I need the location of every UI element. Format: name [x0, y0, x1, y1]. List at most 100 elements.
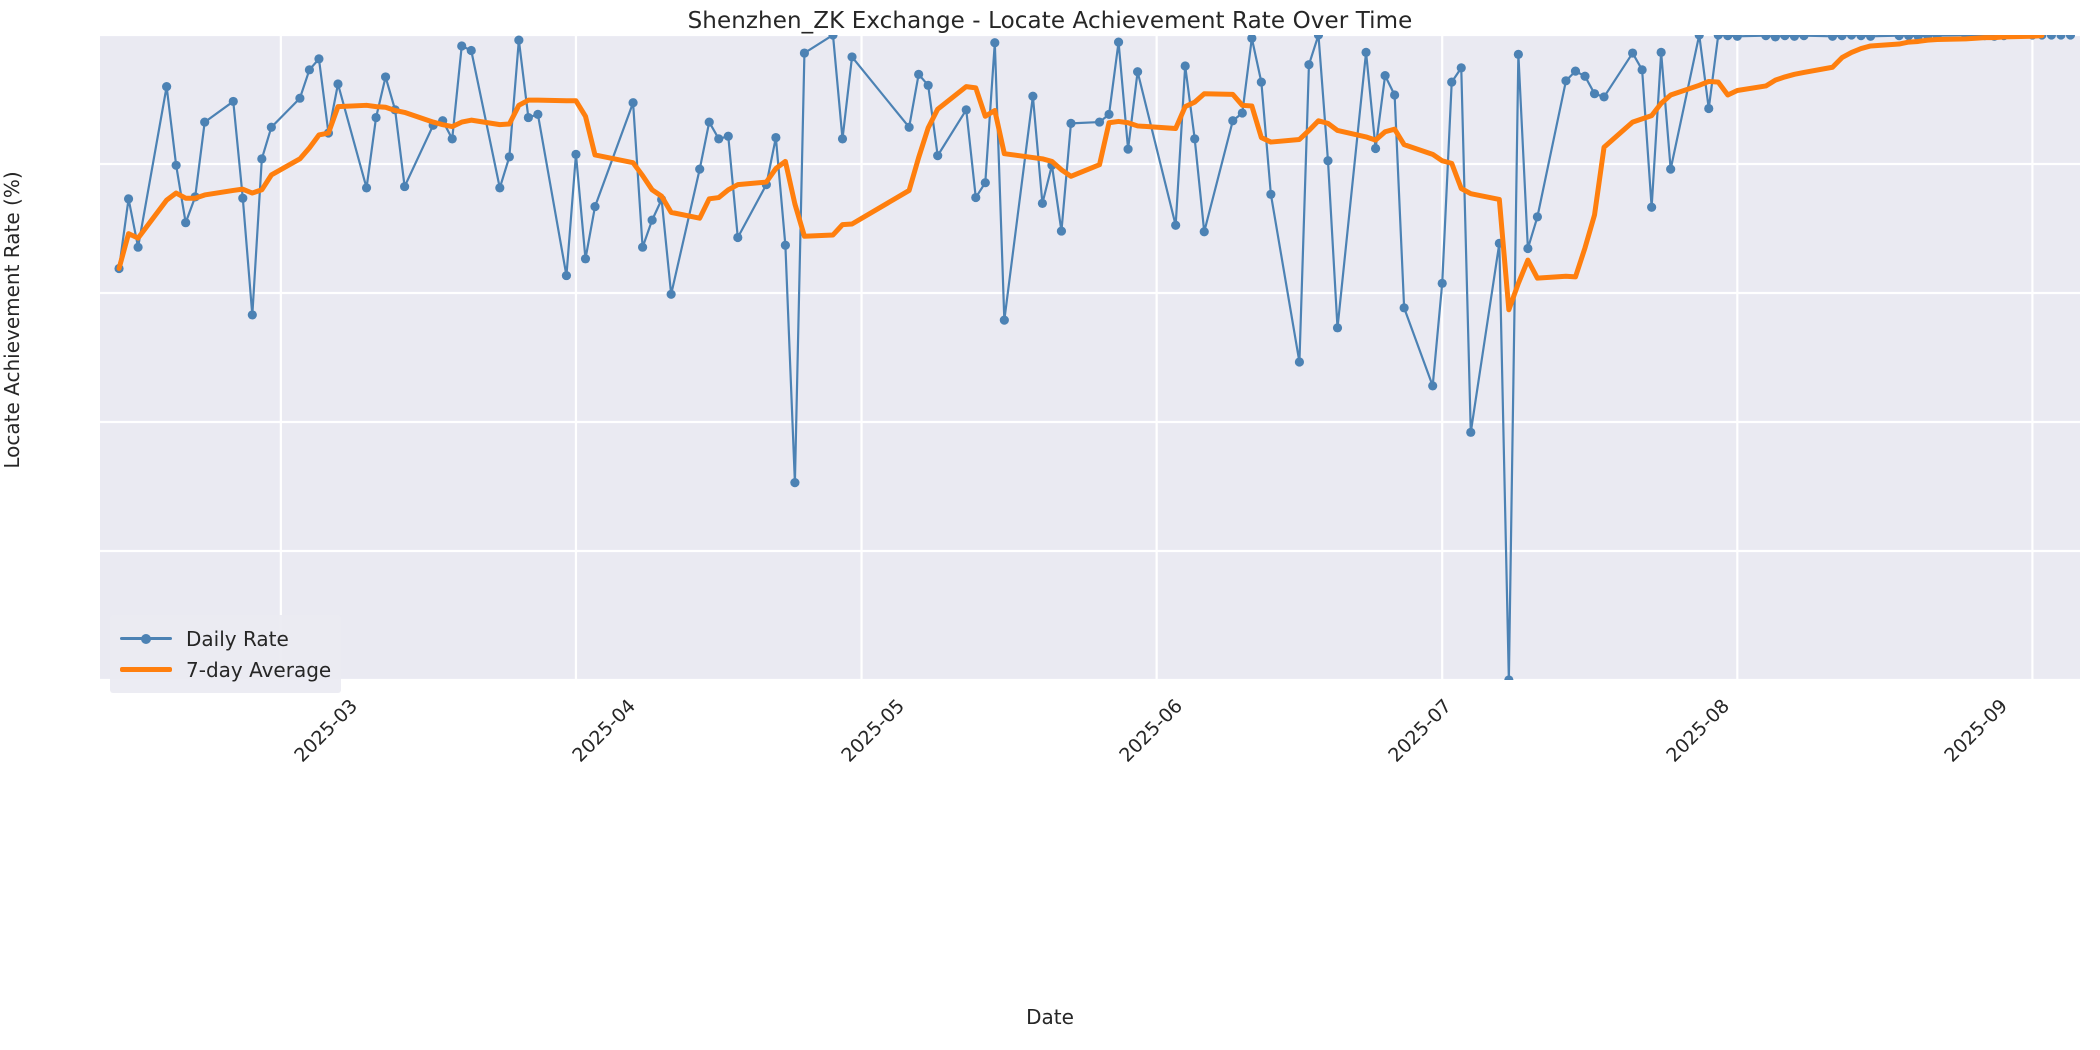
data-point-marker [495, 183, 505, 193]
data-point-marker [1104, 109, 1114, 119]
data-point-marker [1732, 35, 1742, 41]
data-point-marker [904, 122, 914, 132]
data-point-marker [1190, 134, 1200, 144]
data-point-marker [514, 35, 524, 45]
data-point-marker [561, 270, 572, 281]
data-point-marker [1713, 35, 1723, 40]
data-point-marker [1837, 35, 1847, 41]
data-point-marker [257, 154, 267, 164]
data-point-marker [2056, 35, 2066, 40]
data-point-marker [295, 93, 305, 103]
series-line [117, 35, 2034, 680]
data-point-marker [704, 117, 714, 127]
data-point-marker [1304, 60, 1314, 70]
data-point-marker [181, 218, 191, 228]
data-point-marker [695, 164, 705, 174]
legend-entry-daily-rate[interactable]: Daily Rate [118, 623, 331, 654]
data-point-marker [133, 242, 143, 252]
legend-label-7-day-average: 7-day Average [186, 657, 332, 682]
data-point-marker [1589, 89, 1600, 99]
data-point-marker [447, 134, 457, 144]
data-point-marker [1361, 47, 1371, 58]
data-point-marker [1113, 37, 1124, 47]
data-point-marker [400, 181, 410, 192]
data-point-marker [1523, 243, 1533, 254]
data-point-marker [837, 134, 848, 144]
data-point-marker [971, 192, 981, 203]
data-point-marker [1180, 61, 1190, 71]
data-point-marker [1094, 117, 1105, 127]
data-point-marker [1513, 49, 1523, 59]
data-point-marker [1390, 90, 1400, 100]
data-point-marker [1332, 323, 1343, 333]
data-point-marker [1504, 675, 1514, 680]
data-point-marker [1323, 156, 1333, 166]
x-tick-label: 2025-04 [568, 695, 640, 767]
data-point-marker [238, 193, 248, 203]
data-point-marker [466, 45, 476, 56]
data-point-marker [1570, 66, 1581, 76]
data-point-marker [1199, 227, 1209, 237]
data-point-marker [714, 134, 724, 144]
data-point-marker [628, 98, 638, 108]
data-point-marker [1647, 202, 1657, 212]
data-point-marker [771, 132, 781, 143]
data-point-marker [1580, 71, 1590, 81]
data-point-marker [304, 65, 315, 75]
x-tick-label: 2025-03 [290, 695, 362, 767]
data-point-marker [1770, 35, 1780, 42]
data-point-marker [1428, 381, 1438, 391]
data-point-marker [1761, 35, 1771, 41]
data-point-marker [1037, 198, 1047, 208]
data-point-marker [371, 112, 381, 123]
data-point-marker [1666, 164, 1676, 174]
data-point-marker [723, 131, 733, 141]
data-point-marker [1846, 35, 1857, 40]
data-point-marker [1694, 35, 1704, 40]
data-point-marker [247, 310, 257, 320]
data-point-marker [523, 112, 533, 123]
data-point-marker [1266, 189, 1276, 199]
data-point-marker [333, 79, 343, 89]
data-point-marker [1827, 35, 1838, 41]
data-point-marker [2065, 35, 2076, 40]
x-tick-label: 2025-08 [1662, 695, 1734, 767]
data-point-marker [980, 178, 990, 188]
data-point-marker [780, 240, 790, 250]
data-point-marker [1380, 71, 1390, 81]
data-point-marker [1466, 427, 1476, 437]
x-axis-label: Date [1026, 1005, 1074, 1029]
data-point-marker [1399, 303, 1409, 313]
data-point-marker [1456, 63, 1466, 73]
data-point-marker [1904, 35, 1914, 41]
data-point-marker [1561, 76, 1571, 86]
data-point-marker [533, 109, 543, 119]
data-point-marker [933, 151, 943, 161]
data-point-marker [571, 149, 581, 159]
data-point-marker [1894, 35, 1904, 41]
data-point-marker [1447, 77, 1457, 87]
grid-lines [100, 35, 2080, 680]
data-point-marker [923, 80, 933, 90]
data-point-marker [1437, 278, 1447, 288]
data-point-marker [1313, 35, 1324, 40]
data-point-marker [380, 72, 391, 82]
data-point-marker [647, 215, 657, 225]
data-point-marker [790, 478, 800, 488]
legend-entry-7-day-average[interactable]: 7-day Average [118, 654, 331, 685]
chart-title: Shenzhen_ZK Exchange - Locate Achievemen… [687, 8, 1413, 34]
data-point-marker [200, 117, 210, 127]
plot-area [100, 35, 2080, 680]
x-tick-label: 2025-05 [837, 695, 909, 767]
data-point-marker [1656, 47, 1666, 58]
data-point-marker [162, 82, 172, 92]
y-axis-label: Locate Achievement Rate (%) [0, 171, 24, 469]
x-tick-label: 2025-07 [1384, 695, 1456, 767]
data-point-marker [1628, 48, 1638, 58]
data-point-marker [1028, 91, 1038, 101]
data-point-marker [504, 152, 514, 162]
data-point-marker [799, 48, 810, 58]
data-point-marker [638, 242, 648, 252]
data-point-marker [1370, 143, 1381, 154]
data-point-marker [580, 254, 591, 264]
